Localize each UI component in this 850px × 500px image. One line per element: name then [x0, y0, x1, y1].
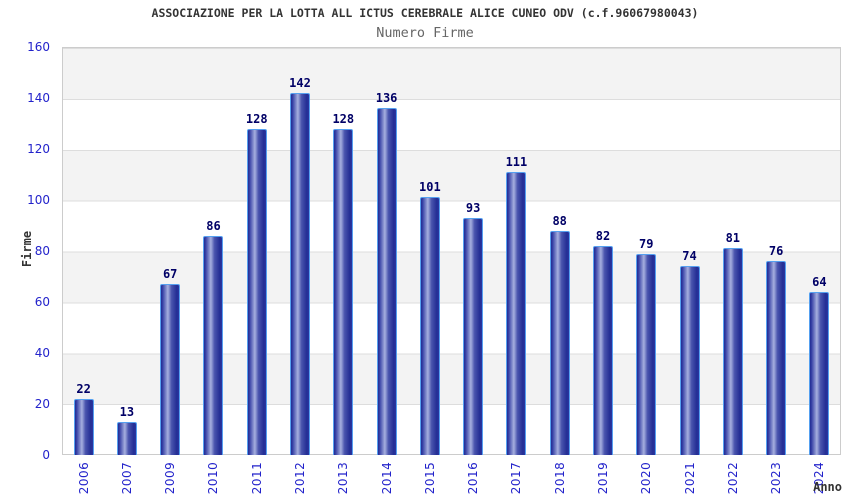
- x-tick-label: 2018: [552, 461, 567, 495]
- y-tick-label: 60: [34, 295, 50, 309]
- y-tick-label: 160: [27, 40, 50, 54]
- x-tick-label: 2014: [379, 461, 394, 495]
- bar-value-label: 93: [465, 200, 481, 215]
- bar-2017: [506, 171, 527, 455]
- bar-2018: [549, 230, 570, 455]
- bar-2013: [333, 128, 354, 455]
- bar-2012: [290, 92, 311, 455]
- x-tick-label: 2022: [725, 461, 740, 495]
- bar-value-label: 64: [812, 274, 827, 289]
- bar-value-label: 67: [162, 267, 178, 282]
- bar-2014: [376, 108, 397, 455]
- y-tick-label: 40: [34, 346, 50, 360]
- bar-value-label: 76: [768, 244, 784, 259]
- bar-value-label: 88: [552, 213, 567, 228]
- bar-value-label: 81: [725, 231, 741, 246]
- y-tick-label: 20: [34, 397, 50, 411]
- x-tick-label: 2015: [422, 461, 437, 495]
- bar-2020: [636, 253, 657, 455]
- x-tick-label: 2013: [336, 461, 351, 495]
- y-tick-label: 140: [27, 91, 50, 105]
- bar-2024: [809, 291, 830, 455]
- bar-value-label: 111: [505, 154, 528, 169]
- x-tick-label: 2010: [206, 461, 221, 495]
- bar-2019: [592, 245, 613, 455]
- bar-value-label: 13: [119, 404, 135, 419]
- y-tick-label: 0: [42, 448, 50, 462]
- x-axis-title: Anno: [813, 480, 842, 494]
- bar-value-label: 142: [289, 75, 311, 90]
- x-tick-label: 2006: [76, 461, 91, 495]
- x-tick-label: 2021: [682, 461, 697, 495]
- bar-value-label: 101: [419, 180, 441, 195]
- bar-value-label: 86: [206, 218, 221, 233]
- bar-2010: [203, 235, 224, 455]
- x-tick-label: 2020: [639, 461, 654, 495]
- bar-2023: [766, 261, 787, 455]
- x-tick-label: 2009: [163, 461, 178, 495]
- y-tick-label: 80: [34, 244, 50, 258]
- bar-2016: [463, 217, 484, 455]
- y-tick-label: 120: [27, 142, 50, 156]
- x-tick-label: 2017: [509, 461, 524, 495]
- bar-2022: [722, 248, 743, 455]
- bar-2015: [419, 197, 440, 455]
- chart-subtitle: Numero Firme: [376, 25, 474, 41]
- bar-2009: [160, 284, 181, 455]
- bar-2021: [679, 266, 700, 455]
- bar-value-label: 128: [245, 111, 268, 126]
- x-tick-label: 2011: [249, 461, 264, 495]
- x-tick-label: 2016: [466, 461, 481, 495]
- bar-2006: [73, 398, 94, 455]
- x-tick-label: 2012: [293, 461, 308, 495]
- bar-value-label: 22: [76, 381, 91, 396]
- bar-2007: [116, 421, 137, 455]
- x-tick-label: 2023: [769, 461, 784, 495]
- bar-2011: [246, 128, 267, 455]
- x-tick-label: 2007: [119, 461, 134, 495]
- bar-value-label: 79: [639, 236, 654, 251]
- bar-value-label: 82: [595, 228, 611, 243]
- chart-title: ASSOCIAZIONE PER LA LOTTA ALL ICTUS CERE…: [151, 6, 699, 20]
- bar-value-label: 74: [682, 249, 697, 264]
- plot-area: [62, 47, 841, 455]
- x-tick-label: 2019: [595, 461, 610, 495]
- bar-value-label: 136: [375, 91, 398, 106]
- bar-value-label: 128: [332, 111, 355, 126]
- y-tick-label: 100: [27, 193, 50, 207]
